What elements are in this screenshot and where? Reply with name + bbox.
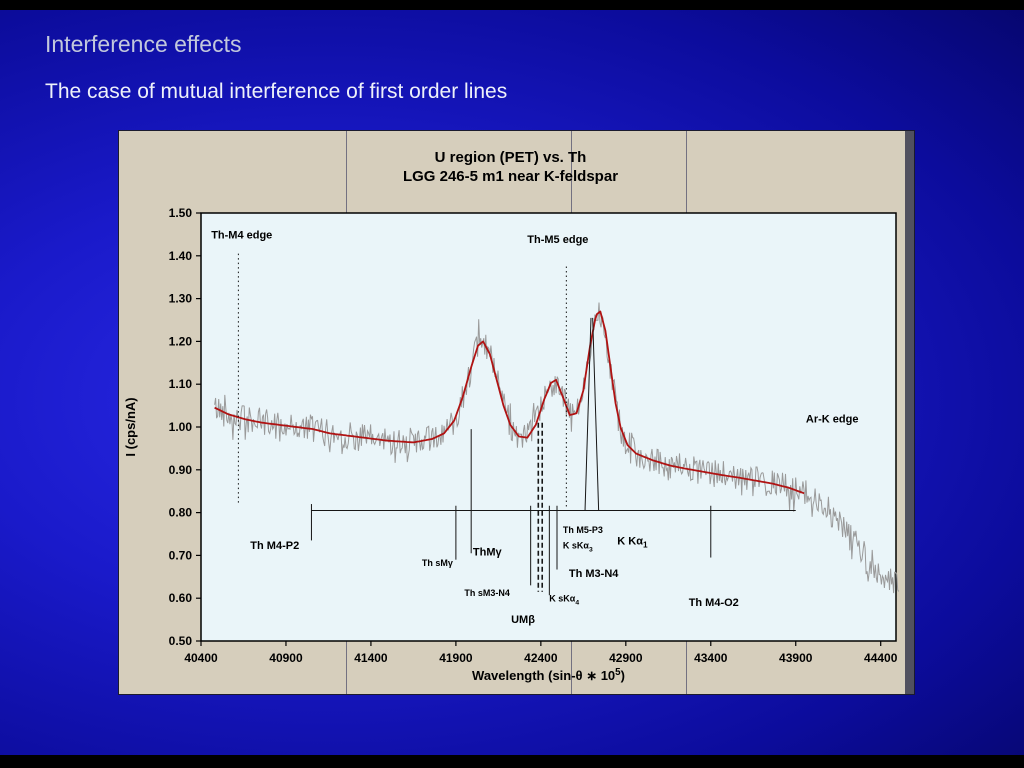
slide-subtitle: The case of mutual interference of first… (45, 80, 508, 103)
svg-text:ThMγ: ThMγ (473, 546, 503, 558)
svg-text:Th sM3-N4: Th sM3-N4 (464, 588, 510, 598)
svg-text:K Kα1: K Kα1 (617, 536, 648, 550)
svg-text:Wavelength (sin-θ ∗ 105): Wavelength (sin-θ ∗ 105) (472, 667, 625, 683)
svg-text:43900: 43900 (779, 651, 813, 665)
svg-text:Ar-K edge: Ar-K edge (806, 414, 859, 426)
chart-title: U region (PET) vs. Th LGG 246-5 m1 near … (119, 148, 902, 186)
svg-text:42400: 42400 (524, 651, 558, 665)
svg-text:Th sMγ: Th sMγ (422, 558, 453, 568)
svg-text:42900: 42900 (609, 651, 643, 665)
svg-text:0.50: 0.50 (169, 634, 193, 648)
svg-text:0.60: 0.60 (169, 591, 193, 605)
svg-text:1.40: 1.40 (169, 249, 193, 263)
svg-text:1.10: 1.10 (169, 377, 193, 391)
svg-text:40900: 40900 (269, 651, 303, 665)
svg-text:Th M3-N4: Th M3-N4 (569, 568, 619, 580)
svg-text:Th-M4 edge: Th-M4 edge (211, 230, 272, 242)
svg-text:40400: 40400 (184, 651, 218, 665)
top-border-bar (0, 0, 1024, 10)
svg-text:Th-M5 edge: Th-M5 edge (527, 234, 588, 246)
chart-title-line1: U region (PET) vs. Th (434, 149, 587, 166)
svg-text:0.90: 0.90 (169, 463, 193, 477)
svg-text:Th M4-P2: Th M4-P2 (250, 540, 299, 552)
svg-text:UMβ: UMβ (511, 614, 535, 626)
chart-panel: U region (PET) vs. Th LGG 246-5 m1 near … (118, 130, 915, 695)
panel-shadow-edge (905, 131, 914, 694)
svg-text:1.50: 1.50 (169, 206, 193, 220)
svg-text:0.70: 0.70 (169, 548, 193, 562)
bottom-border-bar (0, 755, 1024, 768)
svg-text:0.80: 0.80 (169, 506, 193, 520)
svg-text:I (cps/nA): I (cps/nA) (123, 397, 138, 456)
svg-text:1.20: 1.20 (169, 334, 193, 348)
svg-text:43400: 43400 (694, 651, 728, 665)
svg-text:1.30: 1.30 (169, 292, 193, 306)
svg-text:41900: 41900 (439, 651, 473, 665)
svg-text:K sKα4: K sKα4 (549, 594, 579, 607)
svg-text:Th M5-P3: Th M5-P3 (563, 525, 603, 535)
svg-text:Th M4-O2: Th M4-O2 (689, 597, 739, 609)
chart-title-line2: LGG 246-5 m1 near K-feldspar (402, 168, 619, 185)
svg-text:K sKα3: K sKα3 (563, 541, 593, 554)
svg-text:41400: 41400 (354, 651, 388, 665)
svg-text:1.00: 1.00 (169, 420, 193, 434)
slide-title: Interference effects (45, 31, 242, 57)
spectrum-plot: 40400 40900 41400 41900 42400 42900 43400 43900… (123, 206, 900, 683)
svg-text:44400: 44400 (864, 651, 898, 665)
